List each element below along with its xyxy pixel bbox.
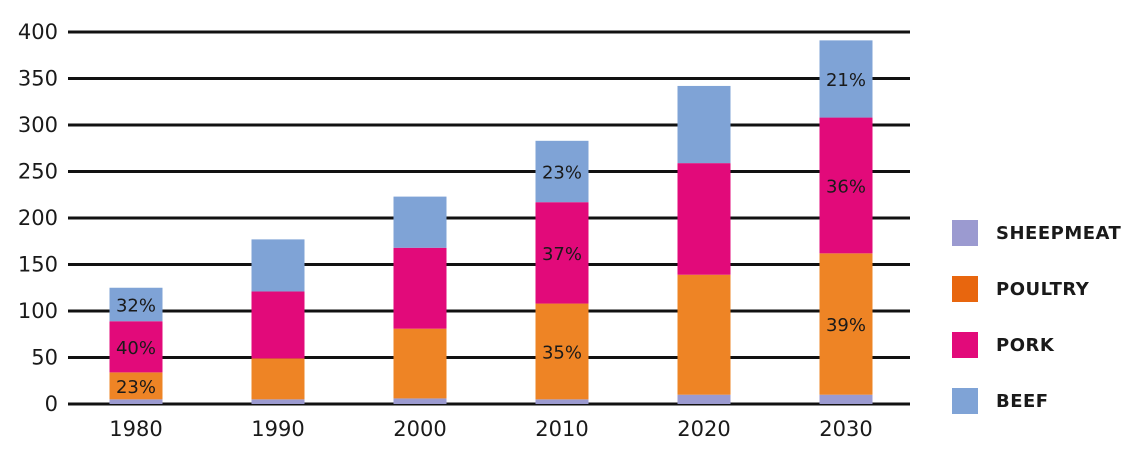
- segment-label-beef-1980: 32%: [116, 295, 156, 316]
- bar-segment-beef-2020: [677, 85, 731, 164]
- x-tick-label-1990: 1990: [251, 417, 304, 441]
- segment-label-pork-1980: 40%: [116, 338, 156, 359]
- segment-label-pork-2010: 37%: [542, 244, 582, 265]
- y-tick-label-400: 400: [18, 20, 58, 44]
- legend-item-pork: PORK: [952, 317, 1121, 373]
- legend-swatch-beef: [952, 388, 978, 414]
- x-tick-label-2030: 2030: [819, 417, 872, 441]
- bar-segment-pork-2020: [677, 163, 731, 275]
- y-tick-label-0: 0: [45, 392, 58, 416]
- bar-segment-poultry-2020: [677, 274, 731, 395]
- legend-swatch-sheepmeat: [952, 220, 978, 246]
- legend-label-pork: PORK: [996, 334, 1055, 356]
- segment-labels: 32% 40% 23% 23% 37% 35% 21% 36% 39%: [116, 70, 866, 398]
- y-tick-label-50: 50: [31, 346, 58, 370]
- legend-label-sheepmeat: SHEEPMEAT: [996, 222, 1122, 244]
- bar-segment-sheepmeat-1980: [109, 399, 163, 404]
- segment-label-beef-2010: 23%: [542, 163, 582, 184]
- legend-swatch-pork: [952, 332, 978, 358]
- x-tick-label-1980: 1980: [109, 417, 162, 441]
- bar-segment-poultry-2010: [535, 303, 589, 400]
- bar-segment-pork-2010: [535, 202, 589, 304]
- legend-item-poultry: POULTRY: [952, 261, 1121, 317]
- x-tick-label-2010: 2010: [535, 417, 588, 441]
- y-tick-label-350: 350: [18, 67, 58, 91]
- y-axis-ticks: 0 50 100 150 200 250 300 350 400: [18, 20, 58, 416]
- y-tick-label-300: 300: [18, 113, 58, 137]
- bar-segment-beef-2030: [819, 40, 873, 118]
- bar-segment-beef-2010: [535, 140, 589, 203]
- bar-segment-beef-2000: [393, 196, 447, 248]
- y-tick-label-150: 150: [18, 253, 58, 277]
- bar-segment-beef-1980: [109, 287, 163, 322]
- bar-segment-pork-1990: [251, 291, 305, 359]
- segment-label-beef-2030: 21%: [826, 70, 866, 91]
- gridlines: [68, 30, 910, 406]
- bar-segment-poultry-2030: [819, 253, 873, 395]
- segment-label-poultry-1980: 23%: [116, 377, 156, 398]
- bar-segment-sheepmeat-1990: [251, 399, 305, 404]
- bar-segment-sheepmeat-2010: [535, 399, 589, 404]
- bar-segment-poultry-1980: [109, 372, 163, 400]
- y-tick-label-100: 100: [18, 299, 58, 323]
- bar-segment-pork-1980: [109, 321, 163, 373]
- bar-segment-sheepmeat-2030: [819, 394, 873, 404]
- x-tick-label-2000: 2000: [393, 417, 446, 441]
- legend-item-beef: BEEF: [952, 373, 1121, 429]
- segment-label-pork-2030: 36%: [826, 176, 866, 197]
- x-tick-label-2020: 2020: [677, 417, 730, 441]
- legend: SHEEPMEAT POULTRY PORK BEEF: [952, 205, 1121, 429]
- x-axis-ticks: 1980 1990 2000 2010 2020 2030: [109, 417, 872, 441]
- bar-segment-poultry-2000: [393, 328, 447, 399]
- segment-label-poultry-2030: 39%: [826, 315, 866, 336]
- legend-item-sheepmeat: SHEEPMEAT: [952, 205, 1121, 261]
- segment-label-poultry-2010: 35%: [542, 342, 582, 363]
- legend-label-beef: BEEF: [996, 390, 1049, 412]
- bar-segment-sheepmeat-2000: [393, 398, 447, 404]
- bar-segment-beef-1990: [251, 239, 305, 292]
- bar-segment-pork-2000: [393, 247, 447, 329]
- legend-swatch-poultry: [952, 276, 978, 302]
- y-tick-label-200: 200: [18, 206, 58, 230]
- bars: [109, 40, 873, 404]
- y-tick-label-250: 250: [18, 160, 58, 184]
- legend-label-poultry: POULTRY: [996, 278, 1090, 300]
- bar-segment-pork-2030: [819, 117, 873, 254]
- bar-segment-sheepmeat-2020: [677, 394, 731, 404]
- bar-segment-poultry-1990: [251, 358, 305, 400]
